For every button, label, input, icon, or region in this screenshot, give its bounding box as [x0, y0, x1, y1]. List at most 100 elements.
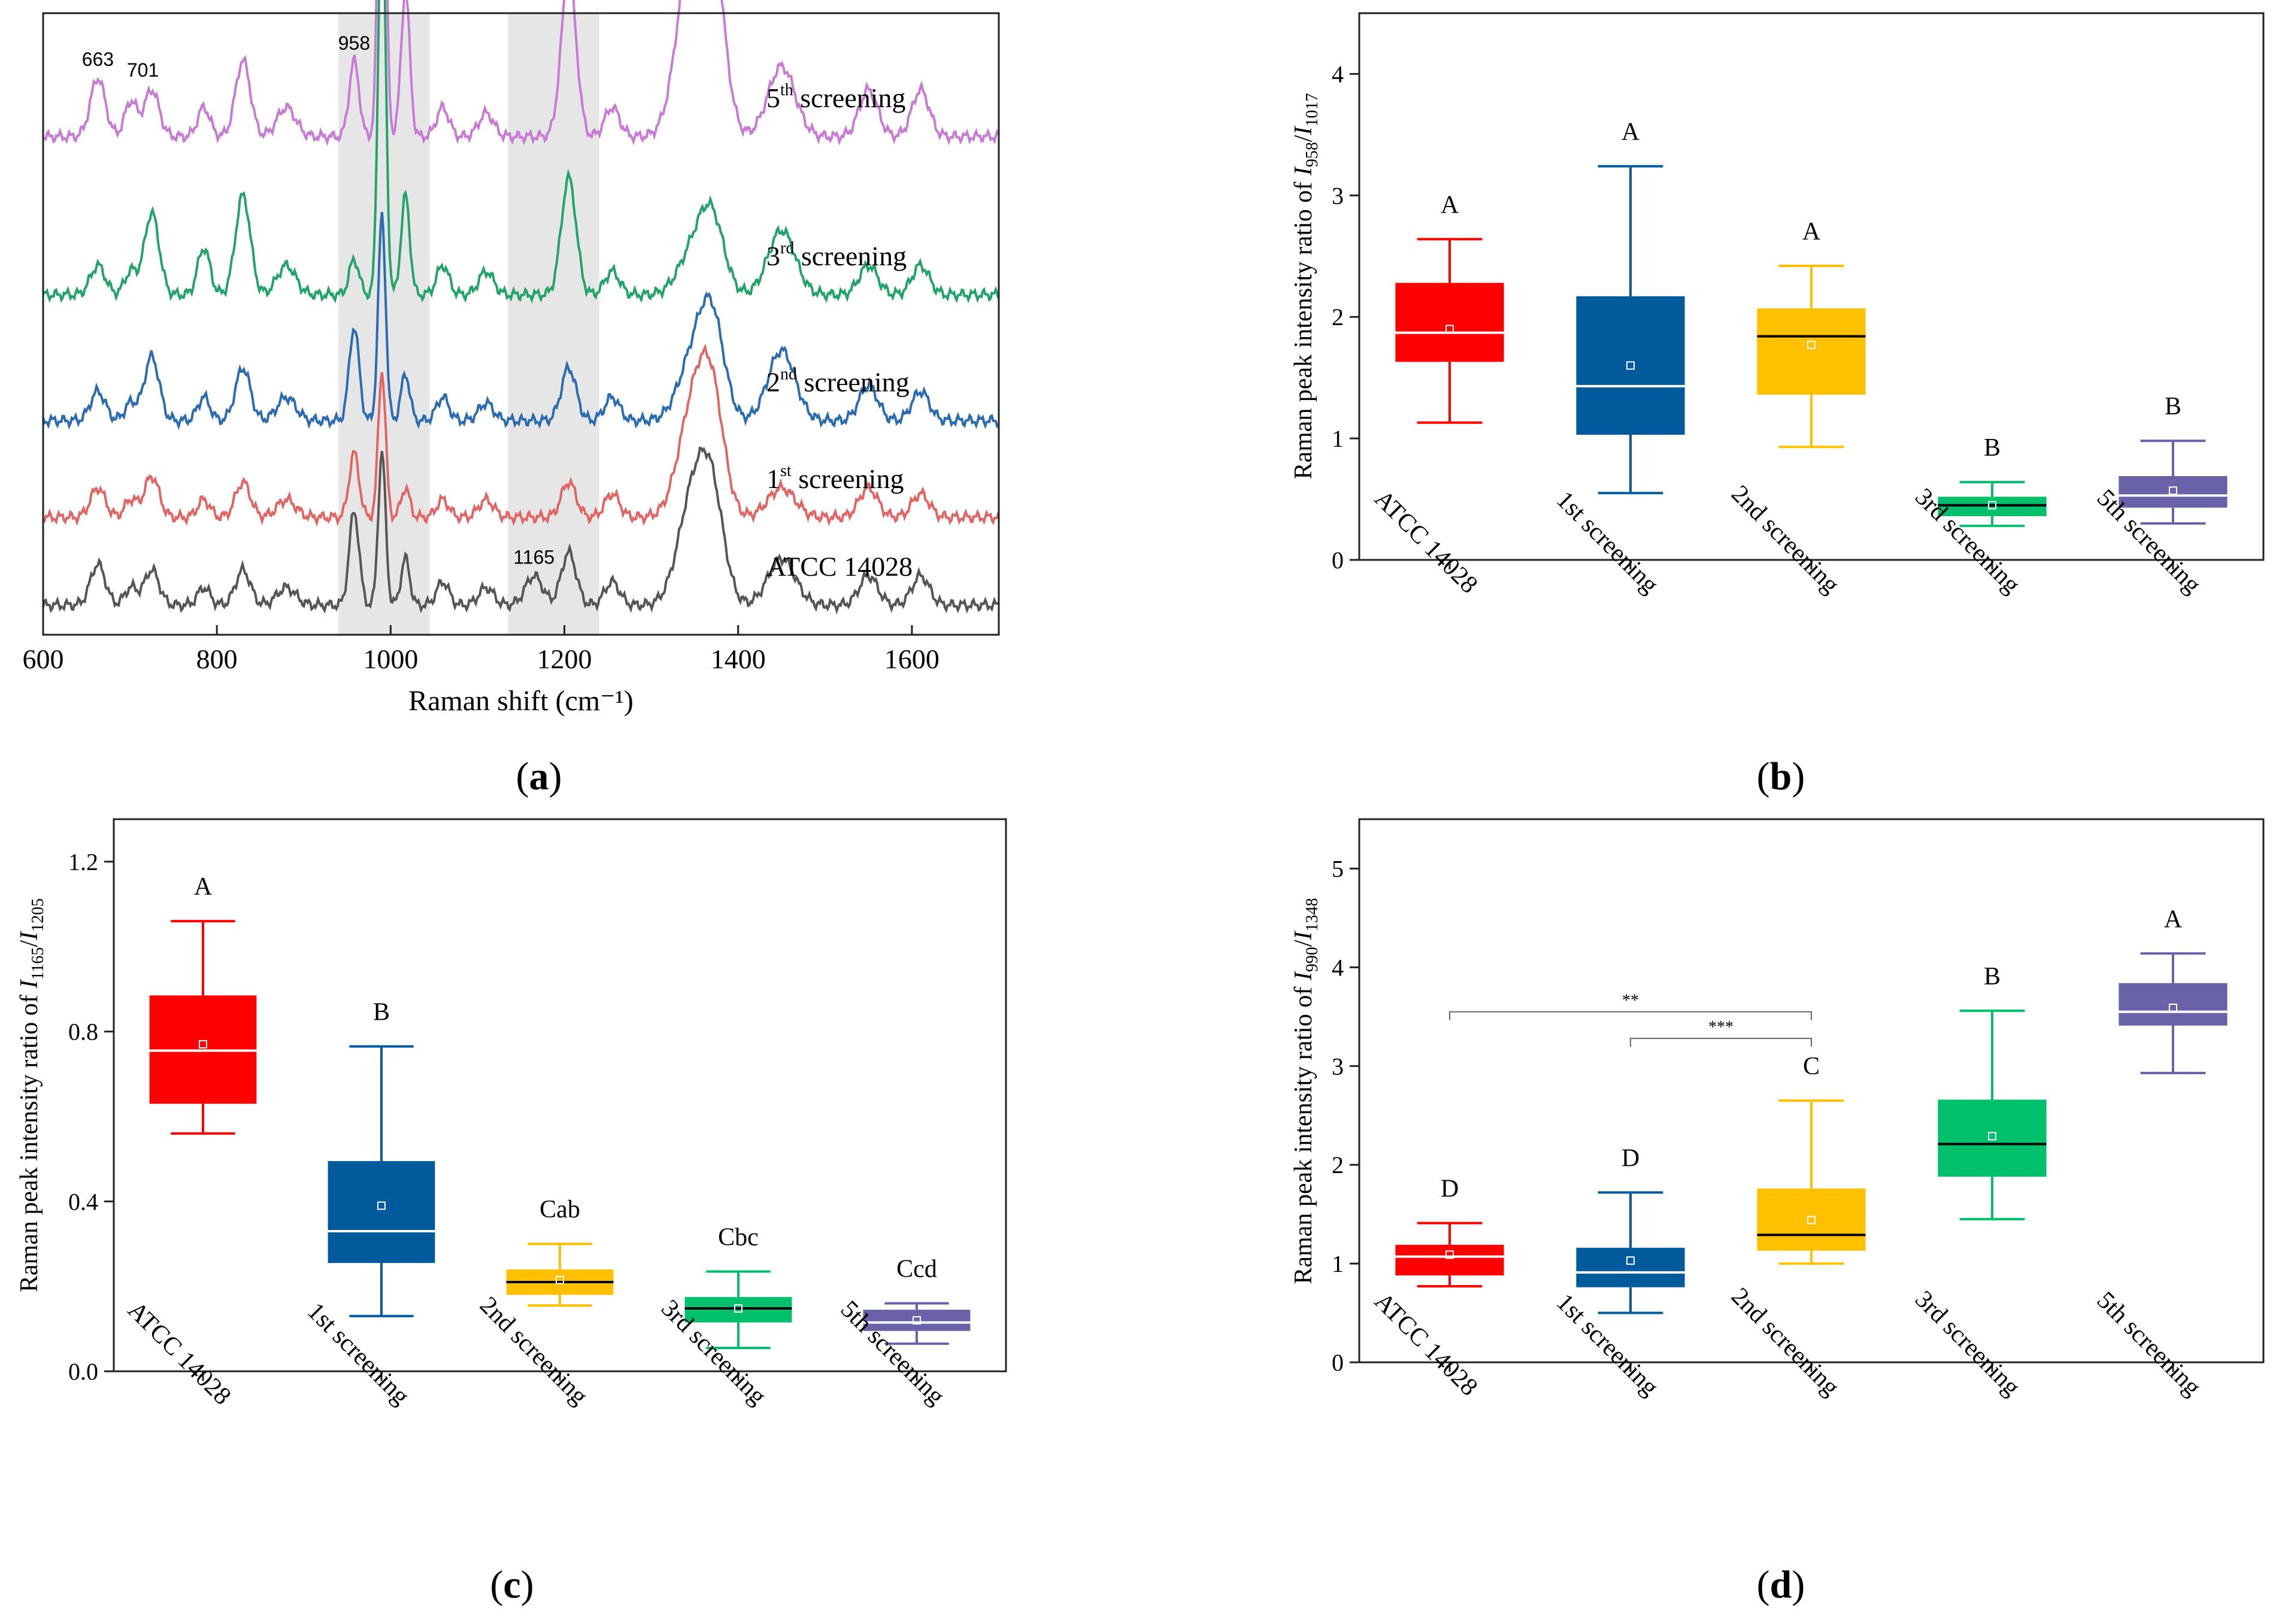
mean-marker — [1988, 1132, 1996, 1141]
spectrum-label-2: 3rd screening — [766, 239, 907, 271]
x-tick-label-a-800: 800 — [196, 644, 238, 674]
y-tick-label-d-4: 4 — [1332, 954, 1344, 981]
significance-letter-d-4: B — [1984, 963, 2001, 990]
mean-marker — [199, 1040, 207, 1049]
y-tick-label-d-5: 5 — [1332, 855, 1344, 882]
x-tick-label-a-1000: 1000 — [363, 644, 418, 674]
significance-letter-d-2: D — [1622, 1144, 1639, 1172]
significance-letter-c-1: A — [194, 873, 213, 901]
box-d-4 — [1938, 1009, 2047, 1220]
x-category-label-c-2: 1st screening — [302, 1298, 414, 1410]
x-tick-label-a-1400: 1400 — [711, 644, 766, 674]
spectrum-line-3 — [42, 211, 999, 431]
box-c-3 — [506, 1243, 614, 1307]
panel-c: 0.0 0.4 0.8 1.2 A ATCC 14028 B 1st screening Cab… — [16, 818, 1007, 1607]
box-d-2 — [1576, 1191, 1685, 1314]
spectrum-line-4 — [42, 343, 1000, 527]
significance-letter-d-5: A — [2164, 905, 2183, 933]
significance-bracket-1 — [1449, 1011, 1812, 1020]
box-iqr — [1395, 1244, 1504, 1275]
y-tick-label-b-2: 2 — [1332, 304, 1344, 331]
x-tick-label-a-1200: 1200 — [537, 644, 592, 674]
y-tick-label-c-0: 0.0 — [68, 1358, 98, 1385]
x-axis-title-a: Raman shift (cm⁻¹) — [408, 685, 634, 717]
mean-marker — [1807, 1216, 1816, 1225]
significance-letter-d-1: D — [1441, 1175, 1459, 1202]
box-b-1 — [1395, 238, 1504, 424]
box-d-5 — [2119, 952, 2227, 1074]
significance-bracket-2 — [1630, 1038, 1812, 1047]
x-tick-label-a-600: 600 — [23, 644, 64, 674]
x-category-label-d-4: 3rd screening — [1910, 1286, 2025, 1401]
panel-a: 5th screening663701958990101712051348136… — [23, 0, 1000, 798]
y-tick-label-b-3: 3 — [1332, 182, 1344, 209]
box-c-5 — [863, 1302, 971, 1345]
box-b-3 — [1757, 265, 1866, 449]
spectrum-line-5 — [42, 446, 999, 615]
box-d-3 — [1757, 1099, 1866, 1265]
shaded-region-1 — [338, 13, 430, 635]
box-c-4 — [684, 1270, 792, 1349]
plot-frame-d — [1358, 818, 2265, 1364]
significance-letter-d-3: C — [1803, 1053, 1820, 1080]
box-iqr — [1938, 496, 2047, 516]
box-iqr — [1576, 1247, 1685, 1287]
significance-letter-c-2: B — [373, 998, 390, 1026]
panel-b: 0 1 2 3 4 A ATCC 14028 A 1st screening A 2nd scree… — [1290, 12, 2265, 798]
mean-marker — [377, 1201, 386, 1210]
significance-letter-b-1: A — [1441, 191, 1459, 219]
box-iqr — [1757, 308, 1866, 395]
y-tick-label-d-2: 2 — [1332, 1152, 1344, 1178]
box-c-1 — [149, 920, 257, 1135]
box-iqr — [1938, 1099, 2047, 1177]
y-tick-label-b-1: 1 — [1332, 425, 1344, 452]
panel-label-c: (c) — [490, 1563, 534, 1607]
mean-marker — [1626, 361, 1635, 370]
x-category-label-c-1: ATCC 14028 — [122, 1296, 236, 1410]
mean-marker — [1988, 501, 1996, 510]
panel-d: 0 1 2 3 4 5 D ATCC 14028 D 1st screening C 2nd scre… — [1290, 818, 2265, 1607]
x-category-label-c-3: 2nd screening — [474, 1292, 593, 1410]
y-tick-label-d-3: 3 — [1332, 1053, 1344, 1080]
spectrum-line-1 — [43, 0, 1000, 146]
mean-marker — [1445, 325, 1454, 334]
y-axis-title-b: Raman peak intensity ratio of I958/I1017 — [1290, 93, 1322, 479]
box-iqr — [328, 1161, 435, 1264]
box-iqr — [1757, 1188, 1866, 1251]
x-category-label-b-3: 2nd screening — [1726, 480, 1844, 599]
significance-letter-b-3: A — [1802, 218, 1821, 246]
box-iqr — [1395, 283, 1504, 362]
mean-marker — [2169, 1003, 2177, 1012]
y-axis-title-d: Raman peak intensity ratio of I990/I1348 — [1290, 898, 1322, 1284]
x-category-label-d-5: 5th screening — [2092, 1286, 2207, 1401]
y-tick-label-d-0: 0 — [1332, 1349, 1344, 1376]
x-category-label-d-2: 1st screening — [1551, 1289, 1663, 1401]
significance-stars-2: *** — [1708, 1018, 1733, 1037]
significance-letter-c-5: Ccd — [896, 1256, 937, 1283]
box-b-2 — [1576, 165, 1685, 495]
y-tick-label-c-1: 0.4 — [68, 1188, 98, 1215]
y-tick-label-c-3: 1.2 — [68, 849, 98, 875]
mean-marker — [1445, 1250, 1454, 1259]
box-c-2 — [328, 1045, 435, 1317]
y-tick-label-d-1: 1 — [1332, 1250, 1344, 1277]
spectrum-line-2 — [42, 0, 1000, 304]
x-category-label-b-2: 1st screening — [1551, 486, 1663, 599]
box-d-1 — [1395, 1222, 1504, 1288]
peak-annotation-701: 701 — [127, 59, 159, 81]
peak-annotation-958: 958 — [338, 32, 370, 54]
significance-letter-c-3: Cab — [540, 1196, 580, 1223]
significance-letter-c-4: Cbc — [718, 1223, 759, 1251]
mean-marker — [1626, 1256, 1635, 1265]
significance-letter-b-2: A — [1622, 119, 1640, 146]
spectrum-label-3: 2nd screening — [766, 365, 910, 397]
shaded-region-2 — [508, 13, 599, 635]
x-category-label-d-3: 2nd screening — [1726, 1283, 1844, 1401]
panel-label-a: (a) — [516, 755, 562, 798]
significance-letter-b-5: B — [2165, 393, 2181, 420]
x-category-label-d-1: ATCC 14028 — [1369, 1287, 1483, 1401]
y-tick-label-c-2: 0.8 — [68, 1019, 98, 1046]
panel-a-frame — [42, 12, 1000, 636]
mean-marker — [2169, 486, 2177, 495]
